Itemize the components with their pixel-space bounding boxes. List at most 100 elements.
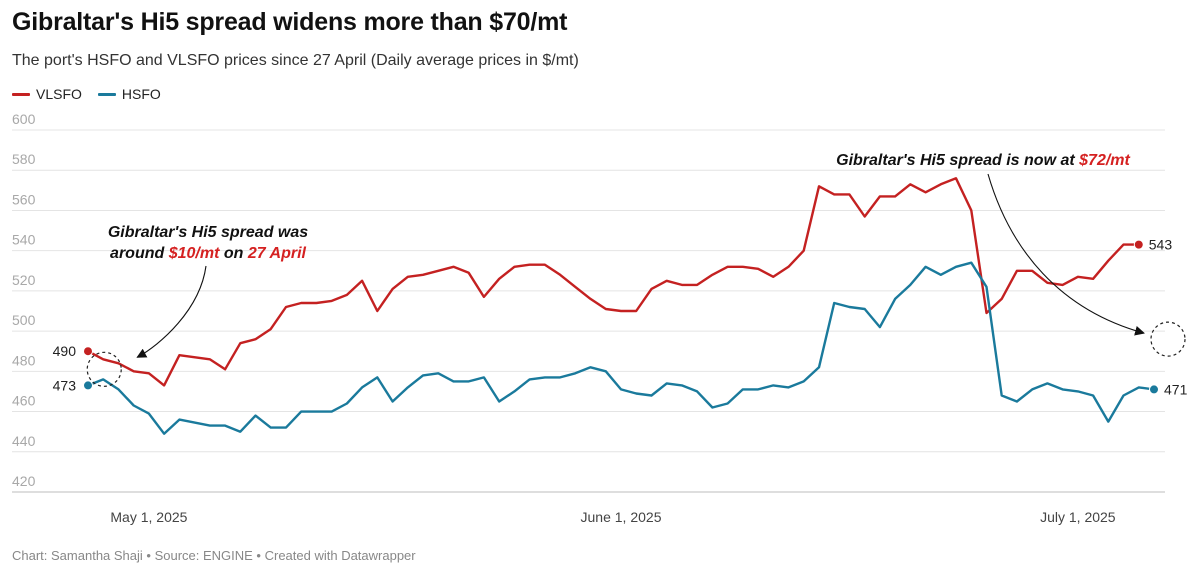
data-point-hsfo-61 [1026,383,1038,395]
data-point-hsfo-44 [767,379,779,391]
data-point-vlsfo-38 [676,279,688,291]
data-point-hsfo-23 [447,375,459,387]
data-point-vlsfo-46 [798,245,810,257]
data-point-vlsfo-54 [920,186,932,198]
data-point-vlsfo-13 [295,297,307,309]
data-point-hsfo-51 [874,321,886,333]
data-point-hsfo-2 [112,383,124,395]
data-point-vlsfo-29 [539,259,551,271]
data-point-vlsfo-50 [859,210,871,222]
data-point-hsfo-57 [965,257,977,269]
end-dot-vlsfo [1133,239,1144,250]
data-point-vlsfo-48 [828,188,840,200]
data-point-hsfo-4 [143,408,155,420]
data-point-hsfo-6 [173,414,185,426]
data-point-hsfo-19 [387,396,399,408]
data-point-vlsfo-10 [250,333,262,345]
data-point-hsfo-29 [539,371,551,383]
data-point-vlsfo-42 [737,261,749,273]
data-point-vlsfo-1 [97,353,109,365]
data-point-vlsfo-65 [1087,273,1099,285]
annotation-highlight: 27 April [247,245,307,262]
data-point-hsfo-63 [1057,383,1069,395]
data-point-vlsfo-49 [843,188,855,200]
annotation-run: around [110,245,169,262]
data-point-hsfo-50 [859,303,871,315]
data-point-vlsfo-14 [310,297,322,309]
data-point-hsfo-15 [326,406,338,418]
end-label-vlsfo: 543 [1149,237,1173,253]
chart-footer: Chart: Samantha Shaji • Source: ENGINE •… [12,548,416,563]
data-point-hsfo-37 [661,377,673,389]
legend-label-hsfo: HSFO [121,86,161,102]
chart-subtitle: The port's HSFO and VLSFO prices since 2… [12,52,579,69]
data-point-hsfo-27 [508,385,520,397]
data-point-hsfo-9 [234,426,246,438]
data-point-vlsfo-36 [645,283,657,295]
data-point-hsfo-7 [204,420,216,432]
legend-swatch-hsfo [97,92,116,96]
data-point-vlsfo-43 [752,263,764,275]
data-point-hsfo-8 [219,420,231,432]
data-point-vlsfo-18 [371,305,383,317]
data-point-hsfo-16 [341,398,353,410]
annotation-end-line1: Gibraltar's Hi5 spread is now at $72/mt [836,152,1130,169]
data-point-hsfo-36 [645,389,657,401]
data-point-vlsfo-60 [1011,265,1023,277]
y-tick-label-560: 560 [12,191,36,207]
y-tick-label-500: 500 [12,312,36,328]
start-dot-hsfo [83,380,93,391]
data-point-hsfo-64 [1072,385,1084,397]
data-point-vlsfo-56 [950,172,962,184]
data-point-hsfo-58 [980,281,992,293]
data-point-vlsfo-66 [1102,255,1114,267]
data-point-hsfo-34 [615,383,627,395]
y-tick-label-540: 540 [12,232,36,248]
data-point-hsfo-22 [432,367,444,379]
data-point-vlsfo-35 [630,305,642,317]
y-tick-label-420: 420 [12,473,36,489]
data-point-vlsfo-25 [478,291,490,303]
start-label-vlsfo: 490 [53,343,77,359]
data-point-hsfo-10 [250,410,262,422]
data-point-vlsfo-34 [615,305,627,317]
annotation-highlight: $10/mt [168,245,220,262]
data-point-hsfo-17 [356,381,368,393]
data-point-hsfo-24 [463,375,475,387]
data-point-vlsfo-5 [158,379,170,391]
data-point-hsfo-35 [630,387,642,399]
end-label-hsfo: 471 [1164,381,1188,397]
data-point-hsfo-43 [752,383,764,395]
data-point-vlsfo-28 [524,259,536,271]
data-point-hsfo-45 [783,381,795,393]
data-point-hsfo-26 [493,396,505,408]
data-point-hsfo-1 [97,373,109,385]
data-point-vlsfo-41 [722,261,734,273]
data-point-vlsfo-20 [402,271,414,283]
data-point-vlsfo-59 [996,293,1008,305]
data-point-vlsfo-16 [341,289,353,301]
data-point-vlsfo-26 [493,273,505,285]
data-point-vlsfo-21 [417,269,429,281]
series-line-hsfo [86,261,1156,435]
x-tick-label-1: June 1, 2025 [581,509,662,525]
data-point-vlsfo-37 [661,275,673,287]
data-point-vlsfo-30 [554,269,566,281]
data-point-hsfo-33 [600,365,612,377]
data-point-vlsfo-40 [706,269,718,281]
data-point-hsfo-39 [691,385,703,397]
data-point-hsfo-62 [1041,377,1053,389]
data-point-vlsfo-2 [112,357,124,369]
data-point-vlsfo-64 [1072,271,1084,283]
y-tick-label-600: 600 [12,111,36,127]
data-point-vlsfo-32 [585,293,597,305]
data-point-vlsfo-31 [569,281,581,293]
y-tick-label-440: 440 [12,433,36,449]
start-dot-vlsfo [83,346,93,357]
data-point-hsfo-32 [585,361,597,373]
data-point-vlsfo-12 [280,301,292,313]
data-point-hsfo-49 [843,301,855,313]
data-point-hsfo-13 [295,406,307,418]
annotation-run: on [219,245,247,262]
chart-title: Gibraltar's Hi5 spread widens more than … [12,8,568,36]
